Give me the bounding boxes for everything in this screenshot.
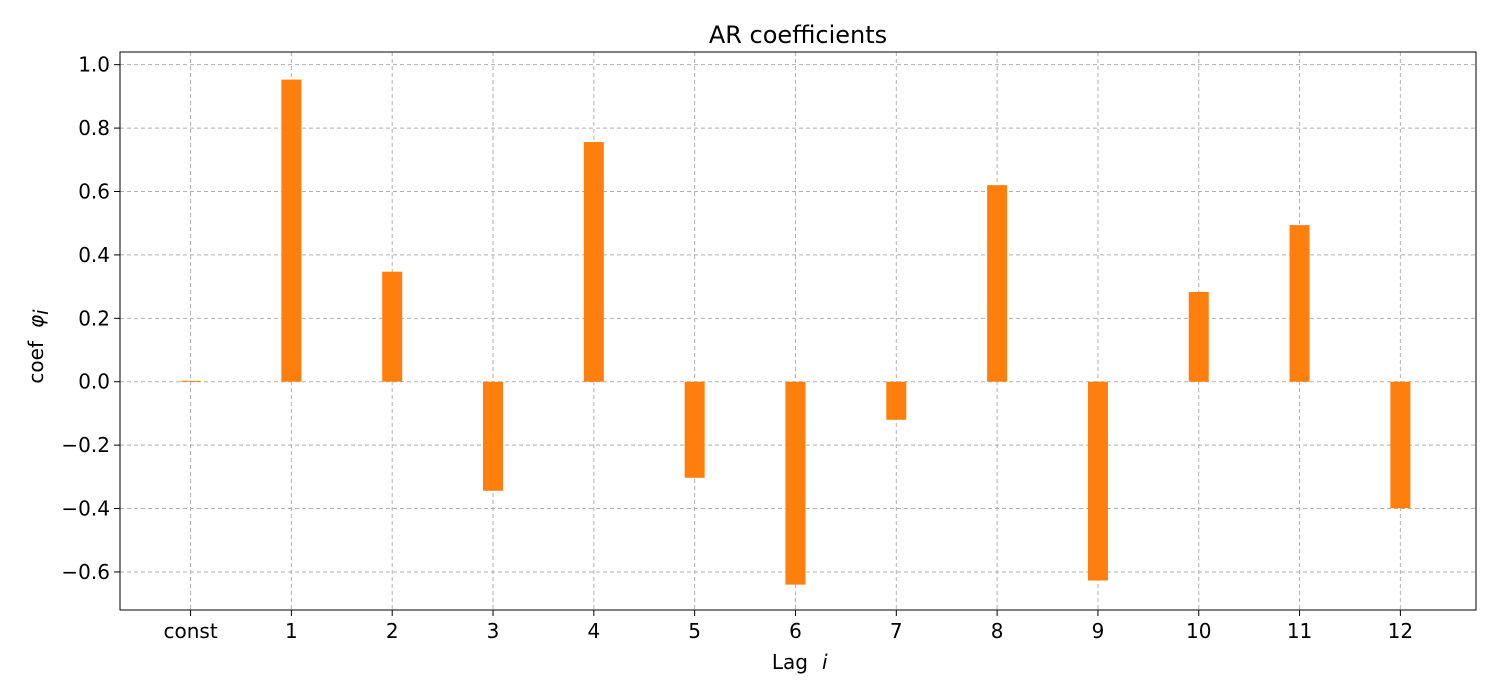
bar-1 [281, 79, 302, 382]
y-tick-label-1: −0.4 [61, 497, 110, 521]
y-axis-subscript: i [29, 309, 53, 315]
bar-8 [987, 185, 1008, 382]
y-tick-label-4: 0.2 [78, 306, 110, 330]
y-tick-label-8: 1.0 [78, 53, 110, 77]
bar-7 [886, 381, 907, 420]
x-tick-label-9: 9 [1092, 619, 1105, 643]
y-axis-ticks: −0.6 −0.4 −0.2 0.0 0.2 0.4 0.6 0.8 1.0 [61, 53, 120, 584]
y-tick-label-6: 0.6 [78, 180, 110, 204]
y-axis-label-group: coef φ i [24, 309, 53, 384]
x-tick-label-3: 3 [487, 619, 500, 643]
bar-10 [1188, 292, 1209, 382]
bar-5 [684, 381, 705, 478]
bar-9 [1087, 381, 1108, 581]
x-tick-label-8: 8 [991, 619, 1004, 643]
x-tick-label-11: 11 [1287, 619, 1312, 643]
x-tick-label-10: 10 [1186, 619, 1211, 643]
chart-title: AR coefficients [709, 21, 887, 49]
bar-const [180, 380, 201, 382]
x-axis-symbol: i [822, 650, 828, 674]
y-axis-symbol: φ [24, 315, 48, 328]
y-tick-label-0: −0.6 [61, 560, 110, 584]
x-tick-label-2: 2 [386, 619, 399, 643]
bar-4 [583, 142, 604, 382]
y-tick-label-3: 0.0 [78, 370, 110, 394]
bars [180, 79, 1411, 585]
bar-11 [1289, 225, 1310, 382]
x-tick-label-4: 4 [587, 619, 600, 643]
plot-frame [119, 51, 1477, 611]
y-tick-label-2: −0.2 [61, 433, 110, 457]
x-tick-label-0: const [163, 619, 217, 643]
x-tick-label-1: 1 [285, 619, 298, 643]
x-axis-ticks: const 1 2 3 4 5 6 7 8 9 10 11 12 [163, 610, 1413, 643]
bar-3 [483, 381, 504, 491]
x-tick-label-12: 12 [1388, 619, 1413, 643]
bar-12 [1390, 381, 1411, 509]
y-tick-label-5: 0.4 [78, 243, 110, 267]
x-axis-label: Lag [772, 650, 808, 674]
x-tick-label-7: 7 [890, 619, 903, 643]
x-tick-label-6: 6 [789, 619, 802, 643]
bar-6 [785, 381, 806, 585]
bar-2 [382, 271, 403, 382]
y-tick-label-7: 0.8 [78, 116, 110, 140]
y-axis-label: coef [24, 340, 48, 384]
x-tick-label-5: 5 [688, 619, 701, 643]
